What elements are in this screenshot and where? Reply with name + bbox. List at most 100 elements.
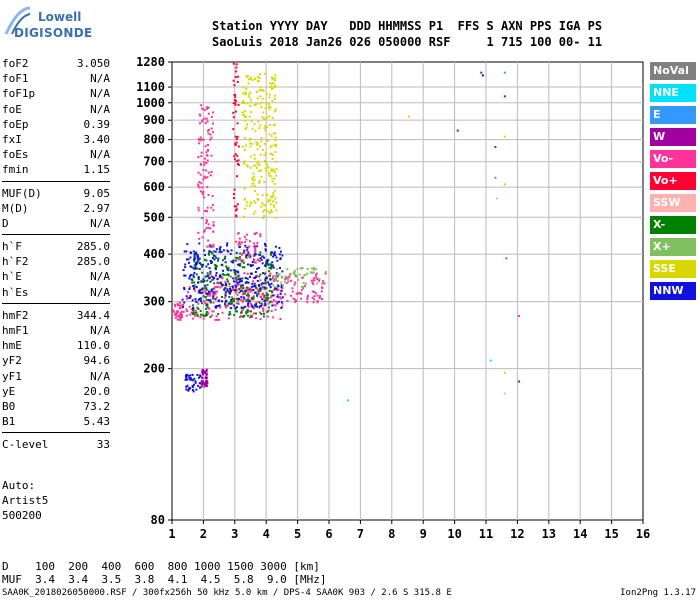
trace-dot <box>246 298 249 301</box>
trace-dot <box>274 171 276 173</box>
trace-dot <box>284 276 287 278</box>
trace-dot <box>251 288 253 291</box>
parameter-row: B1 5.43 <box>2 414 110 429</box>
trace-dot <box>232 298 234 300</box>
trace-dot <box>269 106 272 109</box>
trace-dot <box>275 256 278 259</box>
trace-dot <box>220 250 223 253</box>
trace-dot <box>207 226 210 229</box>
trace-dot <box>238 288 241 291</box>
trace-dot <box>229 269 232 272</box>
trace-dot <box>205 286 208 289</box>
trace-dot <box>258 73 261 76</box>
trace-dot <box>230 289 233 292</box>
trace-dot <box>207 277 210 280</box>
trace-dot <box>280 297 283 300</box>
trace-dot <box>198 298 201 300</box>
trace-dot <box>269 277 272 280</box>
trace-dot <box>180 312 182 315</box>
trace-dot <box>198 257 201 260</box>
trace-dot <box>205 151 208 154</box>
trace-dot <box>234 103 237 106</box>
trace-dot <box>254 271 257 273</box>
trace-dot <box>255 286 258 289</box>
trace-dot <box>300 267 302 270</box>
trace-dot <box>226 242 229 245</box>
trace-dot <box>270 294 273 297</box>
trace-dot <box>225 283 227 286</box>
trace-dot <box>197 209 200 212</box>
trace-dot <box>176 312 179 315</box>
trace-dot <box>205 154 208 157</box>
trace-dot <box>252 179 255 182</box>
trace-dot <box>275 288 278 291</box>
trace-dot <box>199 291 202 294</box>
trace-dot <box>218 299 221 302</box>
trace-dot <box>197 308 200 310</box>
trace-dot <box>206 154 209 157</box>
trace-dot <box>196 301 199 304</box>
trace-dot <box>263 256 266 259</box>
trace-dot <box>255 141 258 144</box>
trace-dot <box>266 259 268 262</box>
trace-dot <box>192 317 195 320</box>
trace-dot <box>313 291 316 293</box>
trace-dot <box>206 149 209 152</box>
trace-dot <box>205 117 208 120</box>
trace-dot <box>247 288 250 291</box>
distance-muf-table: D 100 200 400 600 800 1000 1500 3000 [km… <box>2 560 327 586</box>
trace-dot <box>262 149 265 151</box>
trace-dot <box>274 145 277 148</box>
trace-dot <box>214 298 217 301</box>
trace-dot <box>224 293 227 296</box>
trace-dot <box>201 266 203 268</box>
trace-dot <box>258 288 261 291</box>
trace-dot <box>240 296 243 299</box>
trace-dot <box>214 305 217 308</box>
trace-dot <box>214 250 217 253</box>
trace-dot <box>264 107 267 110</box>
trace-dot <box>250 111 253 114</box>
trace-dot <box>227 266 230 269</box>
trace-dot <box>253 153 256 156</box>
trace-dot <box>289 272 292 275</box>
trace-dot <box>273 77 276 80</box>
trace-dot <box>183 250 186 253</box>
trace-dot <box>181 313 183 316</box>
trace-dot <box>254 190 256 193</box>
trace-dot <box>203 372 206 374</box>
trace-dot <box>205 292 208 295</box>
trace-dot <box>207 132 210 135</box>
trace-dot <box>201 377 204 380</box>
trace-dot <box>250 142 253 145</box>
trace-dot <box>186 310 189 313</box>
trace-dot <box>253 200 256 203</box>
trace-dot <box>321 287 324 289</box>
trace-dot <box>246 311 249 314</box>
trace-dot <box>263 300 266 303</box>
trace-dot <box>254 291 257 294</box>
trace-dot <box>252 298 255 301</box>
trace-dot <box>205 162 208 164</box>
y-tick-label: 1000 <box>136 96 165 110</box>
trace-dot <box>268 274 270 277</box>
digisonde-logo-icon <box>4 6 31 35</box>
trace-dot <box>205 370 208 373</box>
trace-dot <box>254 210 257 213</box>
trace-dot <box>296 267 299 270</box>
trace-dot <box>250 302 252 305</box>
trace-dot <box>253 261 256 264</box>
trace-dot <box>243 187 246 190</box>
trace-dot <box>208 307 211 310</box>
trace-segment <box>185 286 284 321</box>
trace-dot <box>269 267 272 270</box>
trace-dot <box>252 276 255 279</box>
trace-dot <box>188 286 191 289</box>
trace-dot <box>197 156 200 159</box>
trace-dot <box>185 314 188 317</box>
trace-dot <box>181 316 183 319</box>
trace-dot <box>190 266 193 269</box>
trace-dot <box>212 245 215 248</box>
trace-dot <box>266 310 269 313</box>
trace-dot <box>227 250 230 253</box>
